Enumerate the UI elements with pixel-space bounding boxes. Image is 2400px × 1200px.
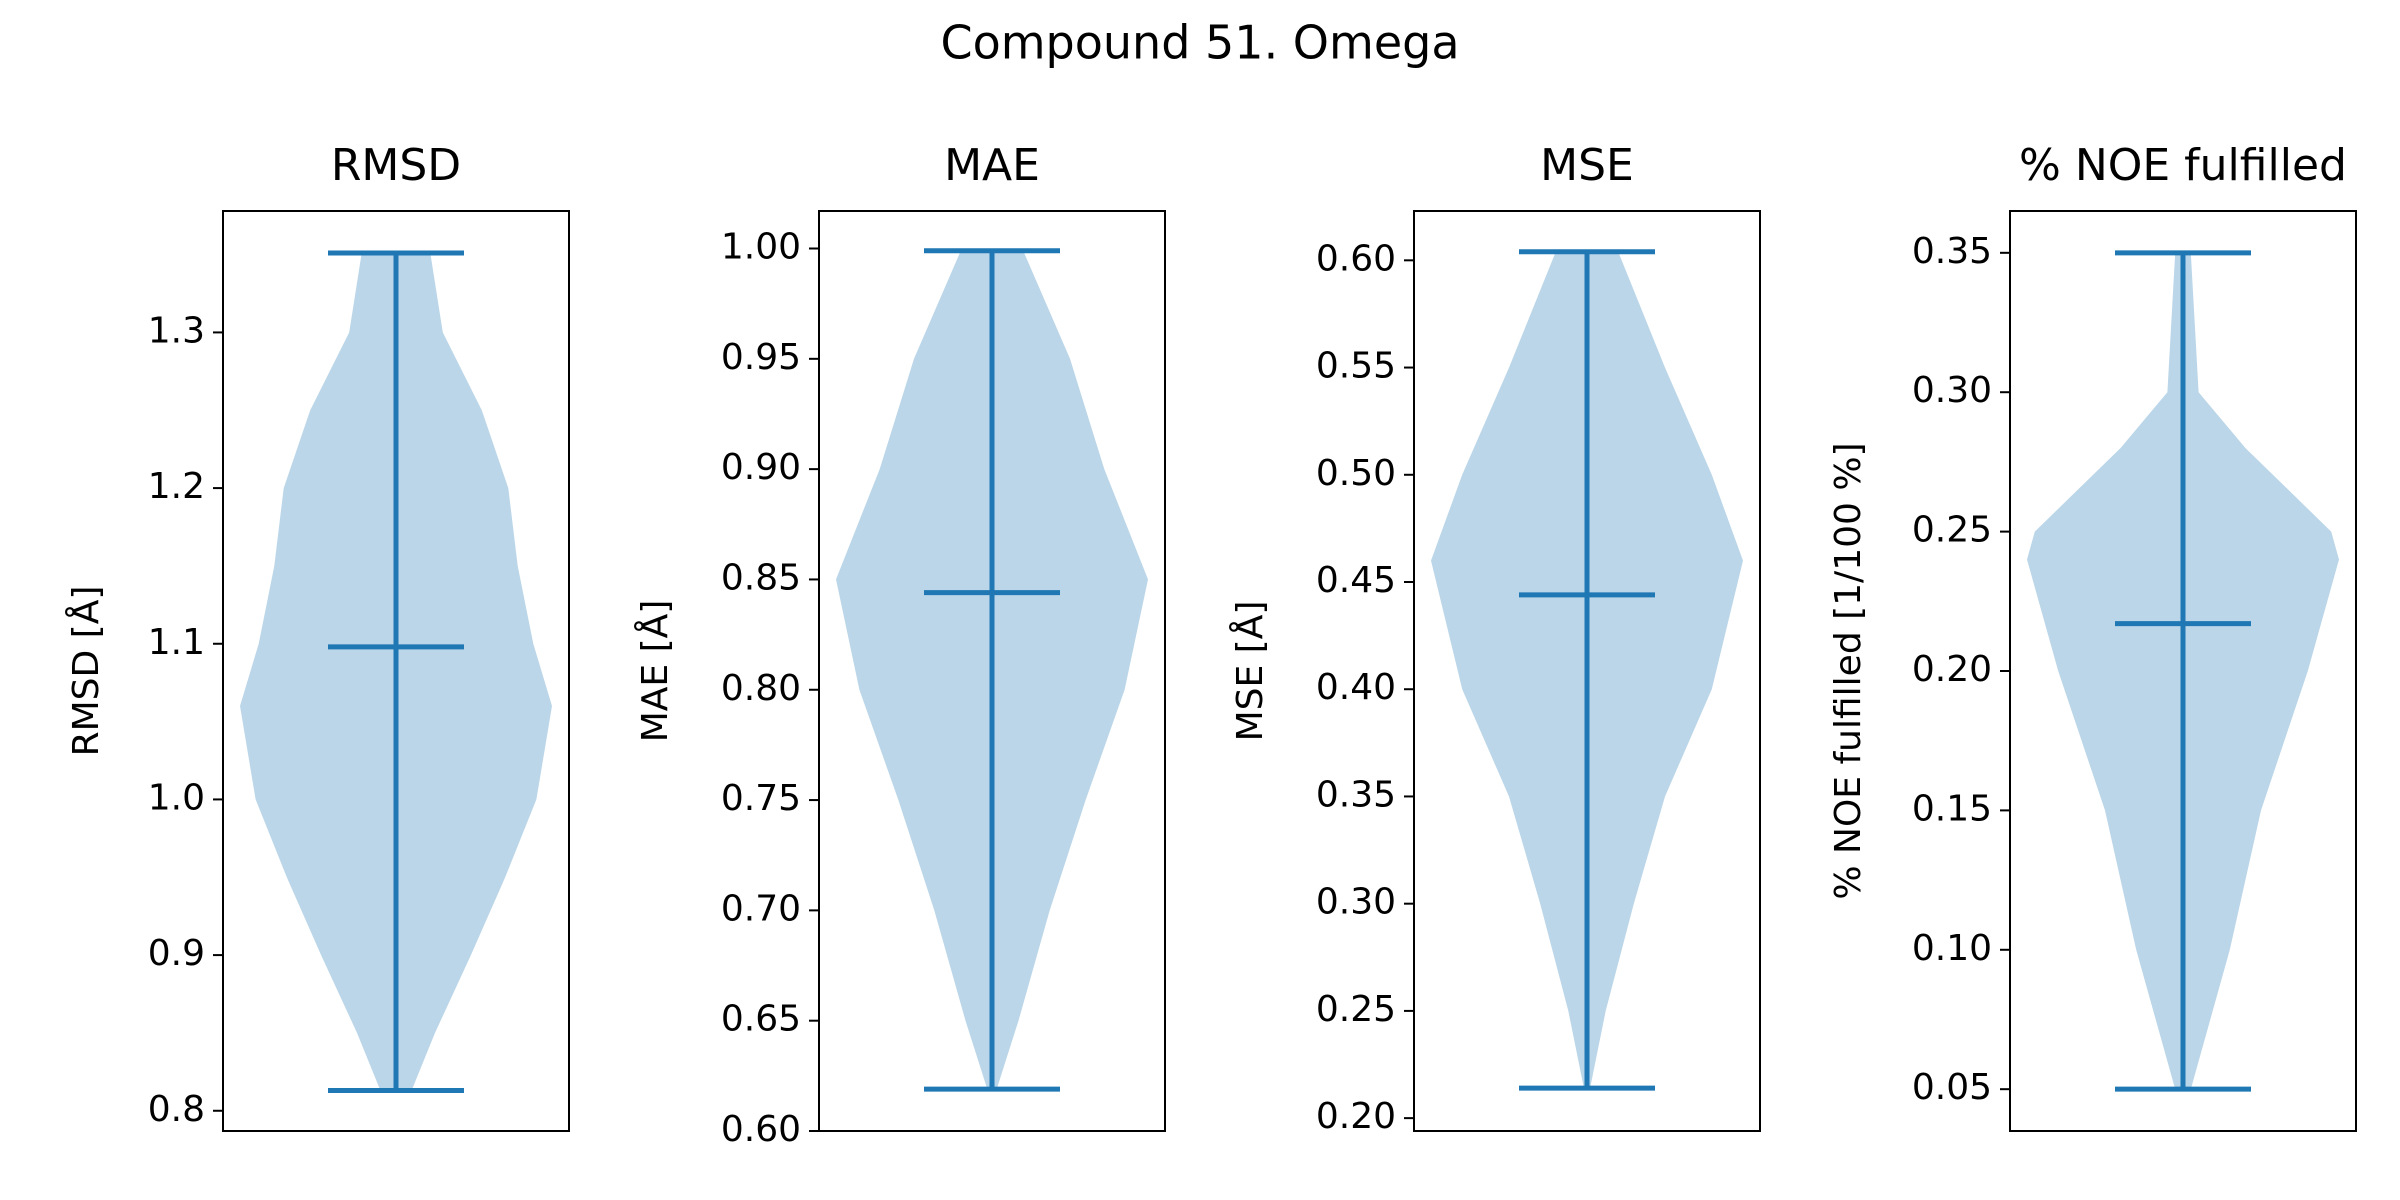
y-tick-label: 1.2 — [148, 466, 205, 507]
y-tick-label: 0.80 — [721, 668, 801, 709]
y-tick-label: 0.8 — [148, 1089, 205, 1130]
y-axis-label: MAE [Å] — [633, 600, 676, 743]
y-tick-label: 0.95 — [721, 337, 801, 378]
subplot-title: MAE — [944, 140, 1040, 191]
y-tick-label: 0.75 — [721, 778, 801, 819]
y-tick-label: 0.9 — [148, 933, 205, 974]
y-tick-label: 0.85 — [721, 557, 801, 598]
y-tick-label: 0.45 — [1316, 560, 1396, 601]
y-tick-label: 1.1 — [148, 622, 205, 663]
y-tick-label: 0.35 — [1912, 231, 1992, 272]
y-tick-label: 0.35 — [1316, 774, 1396, 815]
y-tick-label: 0.25 — [1912, 510, 1992, 551]
subplot-title: MSE — [1540, 140, 1634, 191]
y-axis-label: % NOE fulfilled [1/100 %] — [1828, 442, 1869, 899]
subplot-title: % NOE fulfilled — [2019, 140, 2347, 191]
y-tick-label: 0.65 — [721, 999, 801, 1040]
y-tick-label: 0.55 — [1316, 346, 1396, 387]
y-tick-label: 0.90 — [721, 447, 801, 488]
y-tick-label: 0.05 — [1912, 1067, 1992, 1108]
y-tick-label: 1.0 — [148, 777, 205, 818]
axes-frame — [222, 210, 570, 1132]
y-tick-label: 0.30 — [1316, 882, 1396, 923]
axes-frame — [1413, 210, 1761, 1132]
y-tick-label: 0.15 — [1912, 788, 1992, 829]
y-tick-label: 0.20 — [1316, 1096, 1396, 1137]
y-tick-label: 1.3 — [148, 310, 205, 351]
y-axis-label: RMSD [Å] — [64, 586, 107, 757]
y-tick-label: 0.25 — [1316, 989, 1396, 1030]
y-tick-label: 0.60 — [1316, 238, 1396, 279]
axes-frame — [818, 210, 1166, 1132]
y-tick-label: 0.50 — [1316, 453, 1396, 494]
y-tick-label: 0.20 — [1912, 649, 1992, 690]
y-tick-label: 0.30 — [1912, 370, 1992, 411]
y-tick-label: 1.00 — [721, 227, 801, 268]
y-axis-label: MSE [Å] — [1228, 601, 1271, 742]
figure-title: Compound 51. Omega — [940, 16, 1459, 70]
y-tick-label: 0.60 — [721, 1109, 801, 1150]
y-tick-label: 0.40 — [1316, 667, 1396, 708]
y-tick-label: 0.70 — [721, 888, 801, 929]
y-tick-label: 0.10 — [1912, 928, 1992, 969]
subplot-title: RMSD — [331, 140, 461, 191]
